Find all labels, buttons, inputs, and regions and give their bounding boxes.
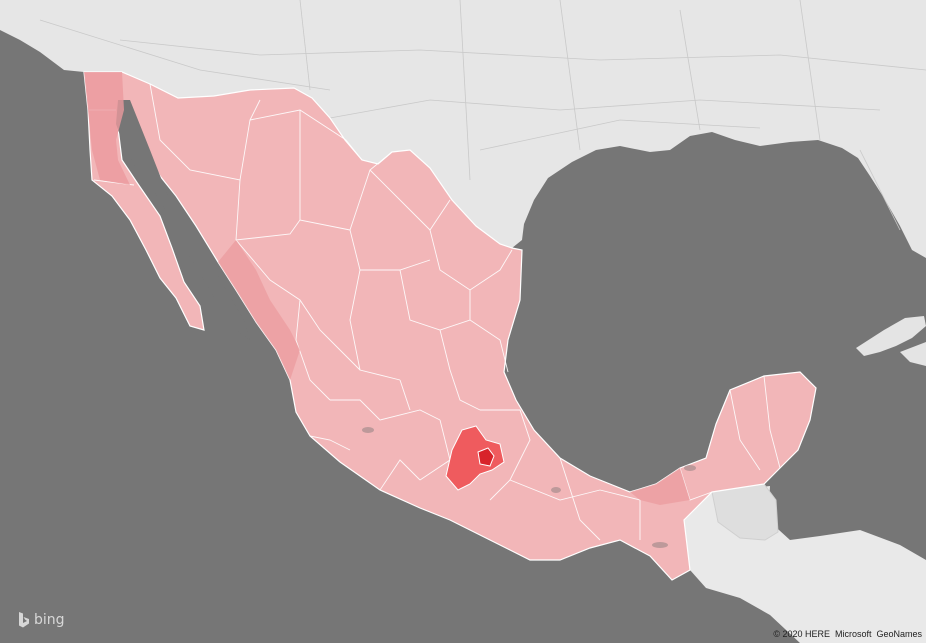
cuba-extra — [900, 342, 926, 366]
bing-logo-icon — [19, 612, 29, 628]
state-mexico-city[interactable] — [477, 447, 495, 467]
region-united-states[interactable] — [0, 0, 926, 258]
region-belize[interactable] — [711, 483, 779, 541]
us-roads — [39, 0, 926, 231]
region-mexico[interactable] — [83, 71, 817, 581]
state-sinaloa[interactable] — [218, 240, 300, 380]
state-baja-california[interactable] — [84, 72, 130, 185]
bing-logo-text: bing — [34, 612, 65, 628]
lake-marks — [362, 427, 696, 548]
map-attribution: © 2020 HERE Microsoft GeoNames — [773, 629, 922, 639]
region-cuba[interactable] — [856, 316, 926, 356]
state-of-mexico[interactable] — [445, 425, 505, 491]
bing-logo: bing — [17, 611, 65, 629]
state-tabasco[interactable] — [630, 468, 690, 505]
gulf-of-california — [116, 100, 250, 340]
